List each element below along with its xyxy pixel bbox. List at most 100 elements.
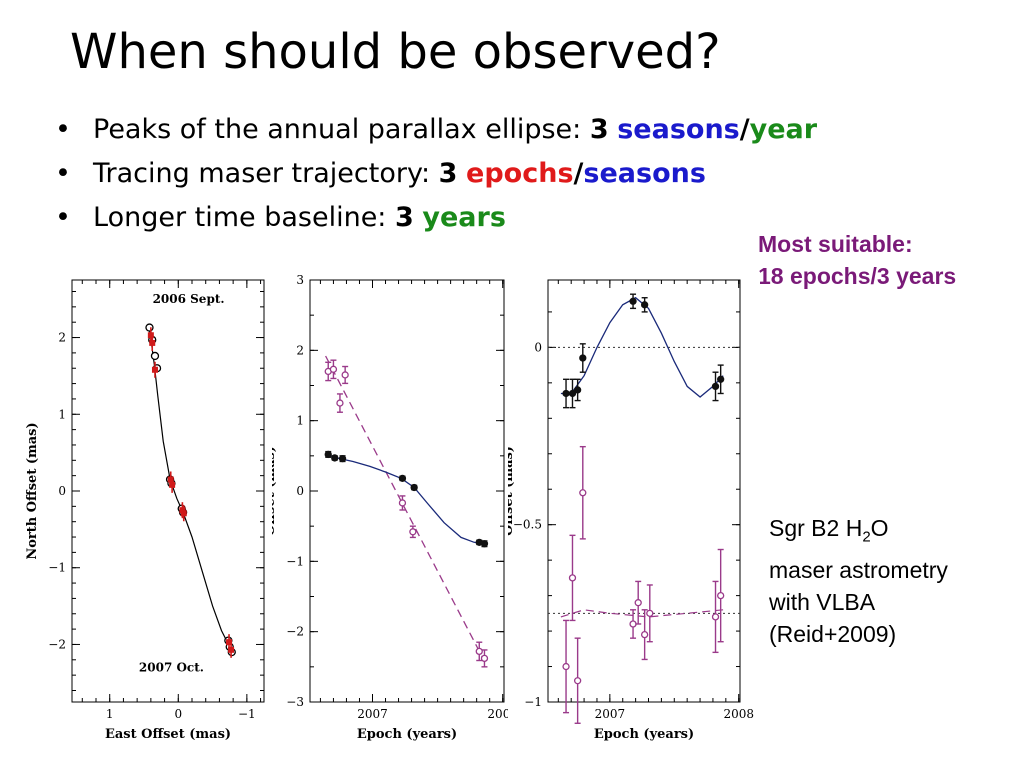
data-point	[169, 481, 176, 488]
data-point	[150, 351, 160, 361]
data-point	[409, 528, 417, 536]
data-point	[341, 371, 349, 379]
data-point	[480, 654, 489, 663]
data-point	[629, 297, 637, 305]
bullet-list: • Peaks of the annual parallax ellipse: 3…	[55, 108, 817, 240]
annotation-end: 2007 Oct.	[139, 660, 204, 674]
y-tick-label: 2	[296, 343, 304, 357]
data-point	[151, 366, 158, 373]
x-tick-label: 2008	[723, 707, 754, 721]
data-point	[149, 339, 156, 346]
bullet-number: 3	[394, 202, 414, 233]
data-point	[228, 646, 235, 653]
y-tick-label: −1	[48, 561, 66, 575]
y-tick-label: 2	[58, 331, 66, 345]
data-point	[338, 454, 347, 463]
bullet-word-1: years	[422, 202, 506, 233]
data-point	[147, 332, 154, 339]
data-point	[398, 499, 407, 507]
data-point	[579, 489, 587, 497]
y-tick-label: −2	[48, 637, 66, 651]
plot-frame	[309, 279, 505, 703]
x-tick-label: 2008	[487, 707, 512, 721]
y-tick-label: −0.5	[513, 518, 542, 532]
bullet-dot-icon: •	[55, 158, 71, 189]
fit-dashed	[325, 355, 486, 662]
data-point	[573, 677, 582, 685]
data-point	[145, 323, 154, 332]
data-point	[568, 574, 577, 582]
chart-panel-sky: 1 0 −1 2 1 0 −1 −2 East Offset (mas) North Offset…	[22, 272, 272, 762]
caption-line-1: Sgr B2 H2O	[769, 512, 948, 554]
annotation-start: 2006 Sept.	[153, 292, 225, 306]
y-tick-label: 3	[296, 273, 304, 287]
data-point	[167, 476, 174, 483]
bullet-text: Peaks of the annual parallax ellipse:	[93, 114, 590, 145]
data-point	[579, 354, 587, 362]
y-tick-label: 0	[296, 484, 304, 498]
caption-line-4: (Reid+2009)	[769, 620, 897, 647]
data-point	[717, 591, 725, 600]
caption-line-3: with VLBA	[769, 588, 876, 615]
y-axis-label: North Offset (mas)	[25, 422, 40, 559]
fit-curve	[148, 329, 233, 653]
data-point	[640, 630, 649, 639]
plot-frame	[547, 279, 741, 703]
bullet-word-2: year	[749, 114, 818, 145]
chart-panel-offset: 2007 2008 3 2 1 0 −1 −2 −3 Epoch (years) Offset (m…	[272, 272, 512, 762]
chart-panel-residual: 2007 2008 0 −0.5 −1 Epoch (years) Offset (mas)	[508, 272, 760, 762]
x-axis-label: Epoch (years)	[594, 727, 694, 742]
bullet-slash: /	[739, 114, 750, 145]
bullet-item: • Peaks of the annual parallax ellipse: 3…	[55, 108, 817, 152]
data-point	[634, 599, 642, 607]
data-point	[331, 454, 339, 462]
most-suitable-note: Most suitable: 18 epochs/3 years	[758, 228, 956, 292]
data-point	[711, 613, 720, 621]
data-point	[568, 389, 577, 398]
fit-dashed	[560, 609, 724, 618]
data-point	[629, 620, 637, 628]
x-tick-label: 2007	[357, 707, 388, 721]
y-tick-label: 1	[296, 414, 304, 428]
bullet-word-1: seasons	[617, 114, 740, 145]
bullet-word-1: epochs	[466, 158, 574, 189]
y-tick-label: −1	[524, 695, 542, 709]
data-point	[640, 301, 649, 309]
slide-title: When should be observed?	[70, 24, 721, 80]
bullet-word-2: seasons	[583, 158, 706, 189]
data-point	[562, 662, 570, 671]
data-point	[180, 510, 187, 517]
bullet-text: Tracing maser trajectory:	[93, 158, 439, 189]
x-tick-label: 1	[106, 707, 114, 721]
data-point	[410, 483, 418, 492]
y-tick-label: 1	[58, 407, 66, 421]
chart-residual-vs-epoch: 2007 2008 0 −0.5 −1 Epoch (years) Offset (mas)	[508, 279, 754, 742]
data-point	[226, 639, 233, 646]
chart-sky-track: 1 0 −1 2 1 0 −1 −2 East Offset (mas) North Offset…	[25, 279, 265, 742]
data-point	[480, 540, 489, 548]
figure-caption: Sgr B2 H2O maser astrometry with VLBA (R…	[769, 512, 948, 650]
data-point	[475, 647, 483, 656]
data-point	[646, 609, 654, 617]
x-axis-label: East Offset (mas)	[105, 727, 231, 742]
y-tick-label: 0	[534, 340, 542, 354]
caption-text: Sgr B2 H	[769, 515, 863, 541]
y-tick-label: 0	[58, 484, 66, 498]
y-tick-label: −1	[286, 554, 304, 568]
data-point	[562, 389, 570, 398]
x-tick-label: −1	[238, 707, 256, 721]
bullet-number: 3	[438, 158, 458, 189]
most-suitable-line-2: 18 epochs/3 years	[758, 263, 957, 289]
bullet-item: • Longer time baseline: 3 years	[55, 196, 817, 240]
caption-subscript: 2	[862, 528, 871, 546]
data-point	[711, 382, 720, 391]
fit-solid	[325, 453, 485, 545]
bullet-item: • Tracing maser trajectory: 3 epochs/seas…	[55, 152, 817, 196]
y-axis-label: Offset (mas)	[272, 446, 278, 536]
data-point	[336, 399, 344, 407]
y-tick-label: −2	[286, 625, 304, 639]
x-axis-label: Epoch (years)	[357, 727, 457, 742]
bullet-dot-icon: •	[55, 202, 71, 233]
bullet-text: Longer time baseline:	[93, 202, 395, 233]
x-tick-label: 0	[174, 707, 182, 721]
